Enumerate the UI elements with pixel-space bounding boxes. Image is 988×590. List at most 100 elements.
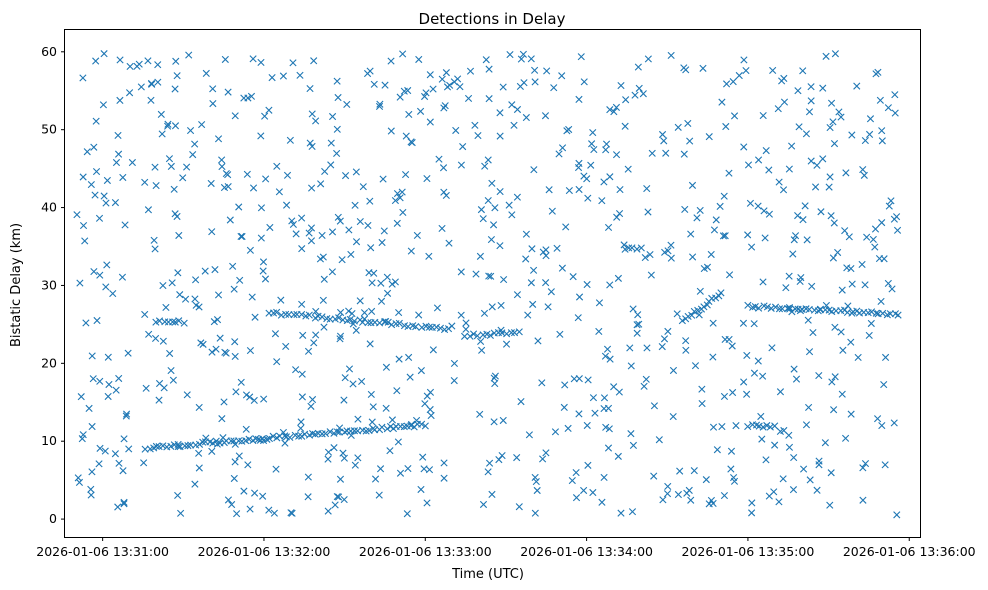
detection-point: [78, 435, 86, 443]
detection-point: [575, 293, 584, 301]
detection-point: [633, 329, 641, 337]
x-tick-label: 2026-01-06 13:35:00: [682, 544, 815, 559]
detection-point: [485, 65, 493, 73]
detection-point: [489, 221, 498, 229]
detection-point: [358, 377, 366, 386]
detection-point: [460, 332, 469, 340]
detection-point: [142, 384, 150, 392]
detection-point: [265, 434, 274, 443]
detection-point: [801, 202, 809, 210]
detection-point: [642, 375, 650, 383]
detection-point: [847, 338, 855, 346]
x-tick-label: 2026-01-06 13:32:00: [198, 544, 331, 559]
detection-point: [472, 270, 480, 278]
detection-point: [89, 375, 97, 383]
detection-point: [272, 465, 280, 473]
detection-point: [744, 231, 752, 239]
detection-point: [604, 223, 613, 232]
detection-point: [419, 453, 427, 461]
detection-point: [375, 102, 384, 110]
detection-point: [803, 236, 811, 244]
detection-point: [341, 172, 350, 180]
detection-point: [236, 276, 244, 284]
detection-point: [383, 425, 391, 433]
detection-point: [171, 85, 179, 93]
detection-point: [305, 311, 313, 319]
detection-point: [368, 307, 376, 315]
detection-point: [168, 279, 176, 287]
detection-point: [822, 301, 830, 309]
chart-title: Detections in Delay: [419, 10, 566, 28]
detection-point: [583, 280, 591, 289]
detection-point: [553, 244, 561, 252]
detection-point: [476, 410, 484, 418]
detection-point: [87, 180, 95, 189]
detection-point: [352, 326, 360, 334]
y-tick-label: 60: [41, 44, 57, 59]
detection-point: [174, 491, 182, 499]
detection-point: [664, 247, 672, 255]
detection-point: [105, 380, 113, 389]
detection-point: [604, 444, 613, 452]
detection-point: [621, 122, 629, 130]
detection-point: [262, 175, 270, 183]
detection-point: [128, 158, 136, 167]
detection-point: [261, 112, 269, 120]
detection-point: [343, 100, 351, 109]
detection-point: [245, 435, 253, 443]
detection-point: [853, 82, 861, 90]
detection-point: [257, 204, 266, 212]
detection-point: [376, 100, 384, 108]
detection-point: [488, 303, 496, 311]
x-tick-label: 2026-01-06 13:34:00: [520, 544, 653, 559]
detection-point: [420, 92, 429, 101]
detection-point: [633, 245, 641, 253]
detection-point: [606, 173, 614, 181]
detection-point: [95, 214, 104, 222]
detection-point: [575, 410, 583, 418]
detection-point: [338, 256, 346, 264]
detection-point: [425, 323, 433, 331]
detection-point: [502, 340, 511, 348]
detection-point: [602, 423, 610, 431]
detection-point: [336, 332, 345, 340]
detection-point: [122, 412, 130, 420]
plot-frame: [64, 29, 921, 538]
detection-point: [743, 351, 751, 360]
detection-point: [873, 415, 882, 423]
detection-point: [891, 91, 899, 99]
detection-point: [785, 304, 794, 312]
detection-point: [477, 206, 485, 214]
detection-point: [170, 441, 178, 449]
detection-point: [305, 229, 313, 237]
detection-point: [167, 367, 175, 375]
detection-point: [620, 241, 628, 249]
detection-point: [491, 204, 499, 212]
detection-point: [830, 406, 838, 414]
detection-point: [230, 474, 238, 483]
detection-point: [427, 411, 435, 420]
detection-point: [496, 242, 504, 250]
detection-point: [785, 165, 793, 173]
detection-point: [259, 267, 267, 275]
detection-point: [114, 131, 122, 139]
detection-point: [807, 97, 815, 105]
detection-point: [774, 105, 782, 113]
detection-point: [137, 83, 145, 91]
detection-point: [151, 334, 160, 343]
detection-point: [308, 110, 316, 118]
detection-point: [125, 89, 134, 97]
detection-point: [114, 150, 123, 158]
detection-point: [725, 169, 733, 177]
detection-point: [757, 412, 765, 421]
detection-point: [750, 320, 758, 328]
detection-point: [115, 374, 123, 383]
detection-point: [77, 393, 85, 401]
detection-point: [591, 409, 599, 417]
detection-point: [183, 163, 191, 171]
detection-point: [548, 207, 556, 215]
detection-point: [678, 317, 686, 325]
detection-point: [102, 283, 110, 291]
detection-point: [867, 319, 875, 328]
